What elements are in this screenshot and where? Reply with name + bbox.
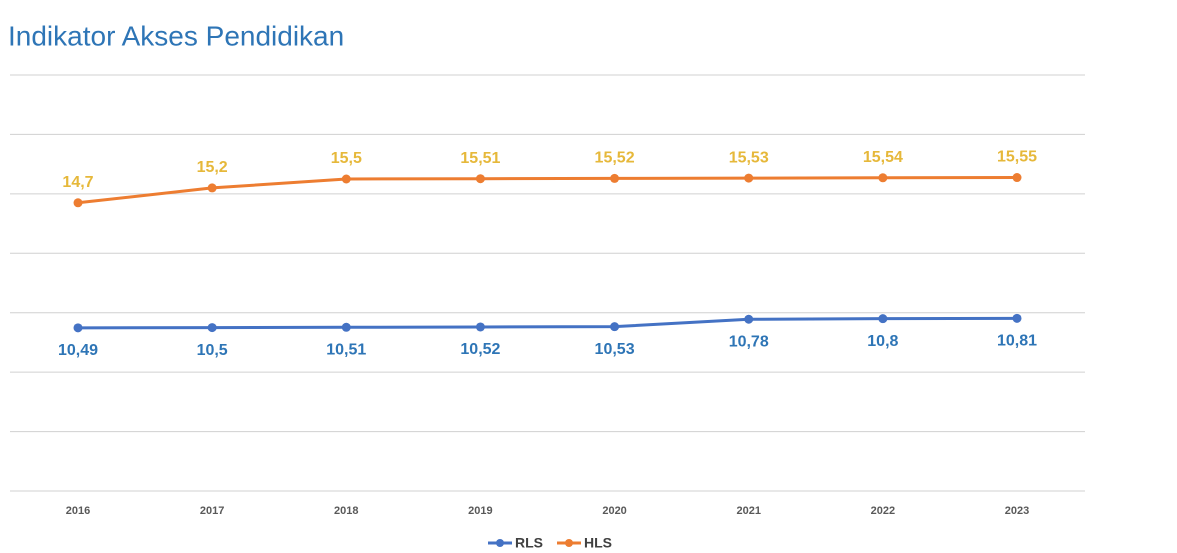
point [207,323,217,333]
data-label: 15,55 [997,149,1037,166]
legend-label: RLS [515,535,543,551]
point [878,173,888,183]
x-tick-label: 2016 [66,505,90,517]
point [341,322,351,332]
point [207,183,217,193]
data-label: 15,2 [197,159,228,176]
point [744,173,754,183]
data-label: 10,81 [997,333,1037,350]
x-tick-label: 2017 [200,505,224,517]
data-label: 15,52 [595,150,635,167]
legend-marker [496,539,504,547]
data-label: 10,52 [460,341,500,358]
x-tick-label: 2022 [871,505,895,517]
data-label: 15,5 [331,150,362,167]
data-label: 14,7 [62,174,93,191]
x-tick-label: 2021 [736,505,760,517]
point [475,174,485,184]
point [610,173,620,183]
legend-marker [565,539,573,547]
data-label: 15,51 [460,150,500,167]
data-label: 10,78 [729,333,769,350]
legend-label: HLS [584,535,612,551]
series-line [77,316,1018,330]
point [73,198,83,208]
point [341,174,351,184]
data-label: 10,8 [867,333,898,350]
data-label: 15,54 [863,149,903,166]
point [878,314,888,324]
x-tick-label: 2018 [334,505,358,517]
chart-title: Indikator Akses Pendidikan [8,20,344,51]
point [610,322,620,332]
series-line [77,176,1018,205]
point [1012,173,1022,183]
point [73,323,83,333]
x-tick-label: 2019 [468,505,492,517]
data-label: 10,49 [58,342,98,359]
point [475,322,485,332]
point [1012,313,1022,323]
x-tick-label: 2020 [602,505,626,517]
data-label: 10,51 [326,341,366,358]
x-tick-label: 2023 [1005,505,1029,517]
data-label: 15,53 [729,149,769,166]
point [744,314,754,324]
data-label: 10,53 [595,341,635,358]
data-label: 10,5 [197,342,228,359]
